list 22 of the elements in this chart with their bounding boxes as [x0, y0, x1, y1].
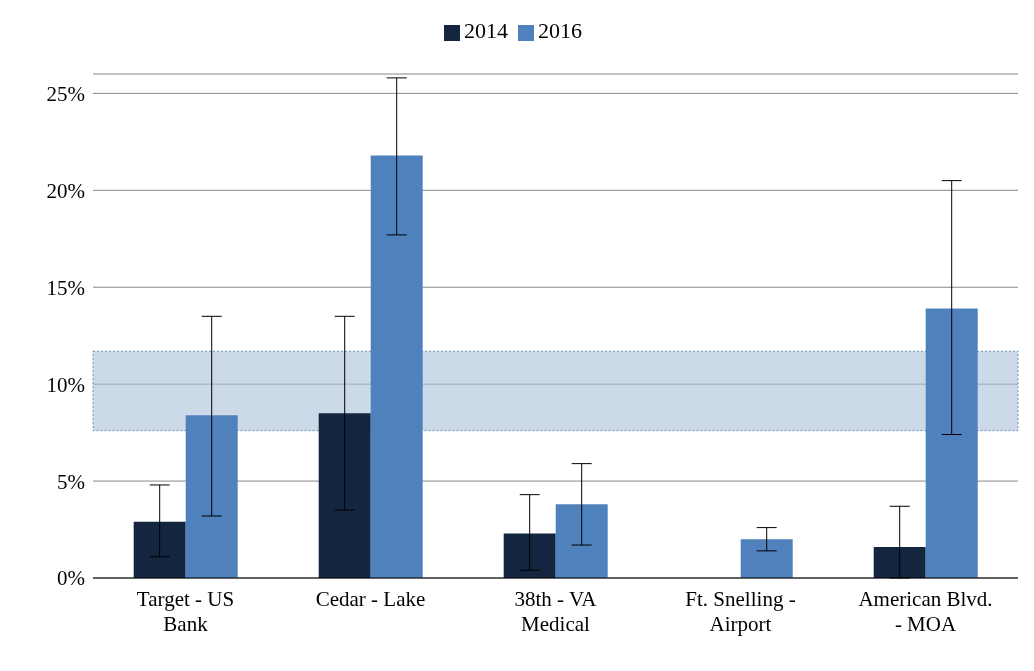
x-tick-label: Cedar - Lake — [315, 587, 426, 611]
bar — [503, 533, 556, 578]
bar — [370, 155, 423, 578]
bar — [925, 308, 978, 578]
y-tick-label: 0% — [57, 566, 85, 591]
bar — [873, 546, 926, 578]
bar — [185, 415, 238, 578]
x-tick-label: American Blvd. - MOA — [858, 587, 993, 636]
x-tick-label: Ft. Snelling - Airport — [685, 587, 796, 636]
y-tick-label: 10% — [46, 372, 85, 397]
bar — [740, 539, 793, 578]
x-tick-label: Target - US Bank — [136, 587, 235, 636]
y-tick-label: 15% — [46, 275, 85, 300]
legend-label: 2014 — [464, 18, 508, 43]
x-tick-label: 38th - VA Medical — [514, 587, 598, 636]
y-tick-label: 5% — [57, 469, 85, 494]
legend-label: 2016 — [538, 18, 582, 43]
y-tick-label: 25% — [46, 81, 85, 106]
bar — [133, 521, 186, 578]
bar — [555, 504, 608, 578]
bar — [318, 413, 371, 578]
y-tick-label: 20% — [46, 178, 85, 203]
